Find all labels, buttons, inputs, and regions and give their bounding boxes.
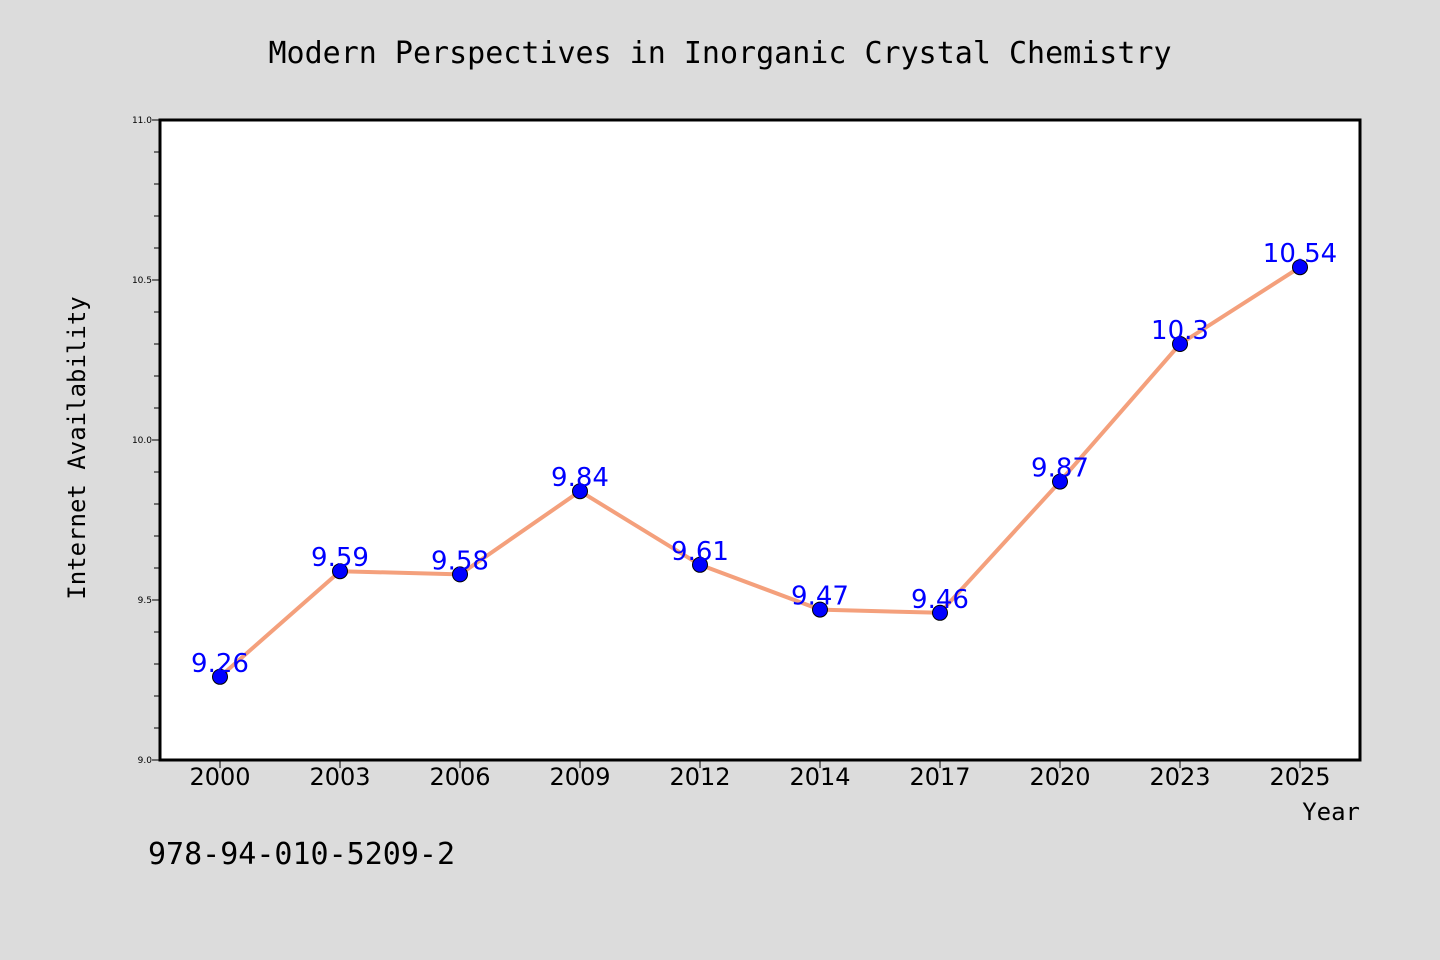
data-point [1292, 259, 1308, 276]
data-label: 9.47 [791, 582, 849, 612]
isbn-text: 978-94-010-5209-2 [148, 837, 455, 872]
data-point [332, 563, 348, 580]
data-point [932, 604, 948, 621]
y-tick-label: 9.0 [138, 756, 153, 766]
x-axis-label: Year [1302, 798, 1360, 826]
x-tick-label: 2003 [309, 763, 370, 791]
data-label: 9.84 [551, 463, 609, 493]
x-tick-label: 2012 [669, 763, 730, 791]
data-label: 10.54 [1263, 239, 1337, 269]
series-line [218, 265, 1302, 679]
y-axis-ticks: 9.0 9.5 10.0 10.5 11.0 [132, 116, 160, 766]
plot-area [160, 120, 1360, 760]
data-point [812, 601, 828, 618]
x-tick-label: 2023 [1149, 763, 1210, 791]
plot-frame [158, 118, 1362, 762]
data-label: 9.46 [911, 585, 969, 615]
data-point [1052, 473, 1068, 490]
x-tick-label: 2014 [789, 763, 850, 791]
data-point [692, 556, 708, 573]
data-label: 9.87 [1031, 454, 1089, 484]
data-point [1172, 336, 1188, 352]
data-label: 9.59 [311, 543, 369, 573]
x-tick-label: 2017 [909, 763, 970, 791]
x-tick-label: 2020 [1029, 763, 1090, 791]
data-label: 9.58 [431, 546, 489, 576]
data-label: 9.26 [191, 649, 249, 679]
data-point [212, 668, 228, 685]
y-tick-label: 9.5 [138, 596, 152, 606]
y-axis-label: Internet Availability [63, 296, 91, 599]
data-point [452, 566, 468, 583]
data-label: 9.61 [671, 537, 729, 567]
y-tick-label: 10.5 [132, 276, 152, 286]
x-axis-ticks: 2000 2003 2006 2009 2012 2014 2017 2020 2023 2025 [189, 760, 1331, 791]
data-label: 10.3 [1151, 316, 1209, 346]
data-point [572, 483, 588, 500]
y-tick-label: 10.0 [132, 436, 152, 446]
x-tick-label: 2025 [1269, 763, 1330, 791]
chart-title: Modern Perspectives in Inorganic Crystal… [268, 36, 1171, 71]
x-tick-label: 2000 [189, 763, 250, 791]
x-tick-label: 2006 [429, 763, 490, 791]
y-tick-label: 11.0 [132, 116, 152, 126]
x-tick-label: 2009 [549, 763, 610, 791]
series-group: 9.26 9.59 9.58 9.84 9.61 9.47 9.46 9.87 10.3 10.5… [191, 239, 1337, 685]
